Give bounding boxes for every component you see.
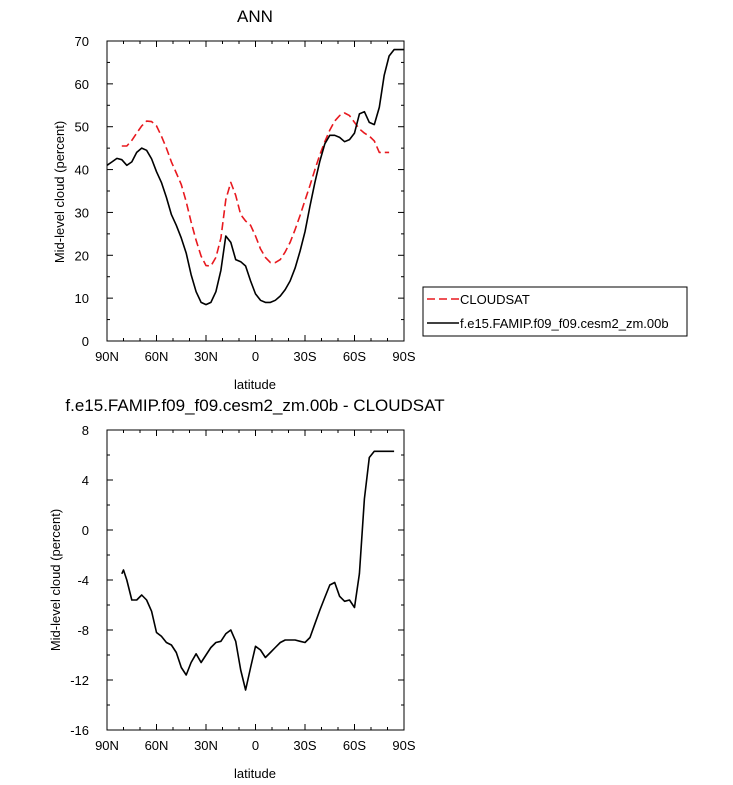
top-chart-xtick-label: 30S [293,349,316,364]
top-chart-ytick-label: 0 [82,334,89,349]
top-chart-xlabel: latitude [234,377,276,392]
top-chart-ytick-label: 60 [75,77,89,92]
top-chart-ytick-label: 30 [75,205,89,220]
top-chart-xtick-label: 90N [95,349,119,364]
top-chart-plot-area [106,40,405,342]
top-chart-ytick-label: 40 [75,163,89,178]
top-chart-xtick-label: 90S [392,349,415,364]
top-chart-title: ANN [237,7,273,26]
top-chart-ytick-label: 20 [75,248,89,263]
top-chart-xtick-label: 30N [194,349,218,364]
top-chart-ytick-label: 10 [75,291,89,306]
top-chart-ylabel: Mid-level cloud (percent) [52,121,67,263]
top-chart-xtick-label: 60N [145,349,169,364]
top-chart-series-0-line [121,112,390,267]
top-chart-ytick-label: 70 [75,34,89,49]
top-chart-xtick-label: 0 [252,349,259,364]
top-chart-series-1-line [106,48,404,306]
top-chart-xtick-label: 60S [343,349,366,364]
top-chart-ytick-label: 50 [75,120,89,135]
